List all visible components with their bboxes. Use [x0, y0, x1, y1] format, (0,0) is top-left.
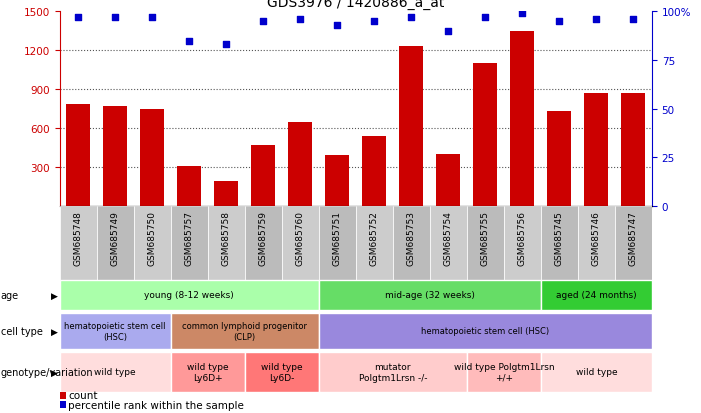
Text: GSM685758: GSM685758: [222, 211, 231, 266]
Bar: [282, 206, 319, 291]
Bar: [245, 206, 282, 291]
Text: common lymphoid progenitor
(CLP): common lymphoid progenitor (CLP): [182, 322, 307, 341]
Bar: [170, 206, 207, 291]
Point: [443, 28, 454, 35]
Bar: [60, 352, 170, 392]
Point: [332, 23, 343, 29]
Bar: [467, 352, 541, 392]
Text: ▶: ▶: [50, 291, 57, 300]
Bar: [615, 206, 652, 291]
Bar: [60, 206, 97, 291]
Bar: [319, 352, 467, 392]
Text: GSM685746: GSM685746: [592, 211, 601, 266]
Bar: [60, 401, 66, 408]
Bar: [170, 352, 245, 392]
Point: [147, 15, 158, 21]
Bar: [393, 206, 430, 291]
Bar: [362, 137, 386, 206]
Bar: [66, 104, 90, 206]
Point: [184, 38, 195, 45]
Text: GSM685752: GSM685752: [369, 211, 379, 266]
Bar: [170, 313, 319, 349]
Bar: [134, 206, 170, 291]
Bar: [355, 206, 393, 291]
Text: mid-age (32 weeks): mid-age (32 weeks): [385, 291, 475, 300]
Text: GSM685757: GSM685757: [184, 211, 193, 266]
Text: GSM685748: GSM685748: [74, 211, 83, 266]
Bar: [541, 280, 652, 310]
Text: hematopoietic stem cell
(HSC): hematopoietic stem cell (HSC): [64, 322, 166, 341]
Text: count: count: [69, 391, 98, 401]
Bar: [585, 94, 608, 206]
Text: GSM685749: GSM685749: [111, 211, 120, 266]
Text: cell type: cell type: [1, 326, 43, 336]
Bar: [319, 313, 652, 349]
Text: wild type: wild type: [576, 368, 617, 377]
Bar: [140, 109, 164, 206]
Bar: [177, 166, 201, 206]
Bar: [60, 392, 66, 399]
Bar: [467, 206, 504, 291]
Point: [628, 17, 639, 24]
Text: GSM685755: GSM685755: [481, 211, 490, 266]
Bar: [504, 206, 541, 291]
Point: [257, 19, 268, 26]
Text: wild type
Ly6D-: wild type Ly6D-: [261, 363, 303, 382]
Bar: [214, 181, 238, 206]
Text: GSM685759: GSM685759: [259, 211, 268, 266]
Point: [517, 11, 528, 18]
Bar: [97, 206, 134, 291]
Text: GSM685750: GSM685750: [148, 211, 156, 266]
Point: [294, 17, 306, 24]
Text: wild type Polgtm1Lrsn
+/+: wild type Polgtm1Lrsn +/+: [454, 363, 554, 382]
Title: GDS3976 / 1420886_a_at: GDS3976 / 1420886_a_at: [267, 0, 444, 10]
Point: [479, 15, 491, 21]
Text: hematopoietic stem cell (HSC): hematopoietic stem cell (HSC): [421, 327, 550, 336]
Bar: [60, 280, 319, 310]
Text: GSM685760: GSM685760: [296, 211, 305, 266]
Text: GSM685745: GSM685745: [555, 211, 564, 266]
Bar: [288, 122, 312, 206]
Bar: [510, 32, 534, 206]
Text: wild type: wild type: [95, 368, 136, 377]
Text: ▶: ▶: [50, 327, 57, 336]
Point: [109, 15, 121, 21]
Text: mutator
Polgtm1Lrsn -/-: mutator Polgtm1Lrsn -/-: [358, 363, 427, 382]
Text: aged (24 months): aged (24 months): [556, 291, 637, 300]
Point: [369, 19, 380, 26]
Bar: [621, 94, 646, 206]
Bar: [207, 206, 245, 291]
Point: [221, 42, 232, 49]
Bar: [547, 112, 571, 206]
Text: GSM685747: GSM685747: [629, 211, 638, 266]
Bar: [319, 280, 541, 310]
Text: ▶: ▶: [50, 368, 57, 377]
Point: [554, 19, 565, 26]
Text: wild type
Ly6D+: wild type Ly6D+: [187, 363, 229, 382]
Bar: [251, 146, 275, 206]
Bar: [436, 155, 461, 206]
Point: [406, 15, 417, 21]
Bar: [400, 47, 423, 206]
Text: GSM685751: GSM685751: [333, 211, 342, 266]
Text: GSM685753: GSM685753: [407, 211, 416, 266]
Text: GSM685754: GSM685754: [444, 211, 453, 266]
Text: GSM685756: GSM685756: [518, 211, 527, 266]
Bar: [473, 64, 498, 206]
Bar: [578, 206, 615, 291]
Bar: [319, 206, 355, 291]
Point: [591, 17, 602, 24]
Bar: [541, 352, 652, 392]
Bar: [245, 352, 319, 392]
Bar: [60, 313, 170, 349]
Text: age: age: [1, 290, 19, 300]
Bar: [325, 156, 349, 206]
Bar: [541, 206, 578, 291]
Text: young (8-12 weeks): young (8-12 weeks): [144, 291, 234, 300]
Point: [72, 15, 83, 21]
Text: genotype/variation: genotype/variation: [1, 367, 93, 377]
Bar: [430, 206, 467, 291]
Text: percentile rank within the sample: percentile rank within the sample: [69, 400, 245, 410]
Bar: [103, 107, 127, 206]
